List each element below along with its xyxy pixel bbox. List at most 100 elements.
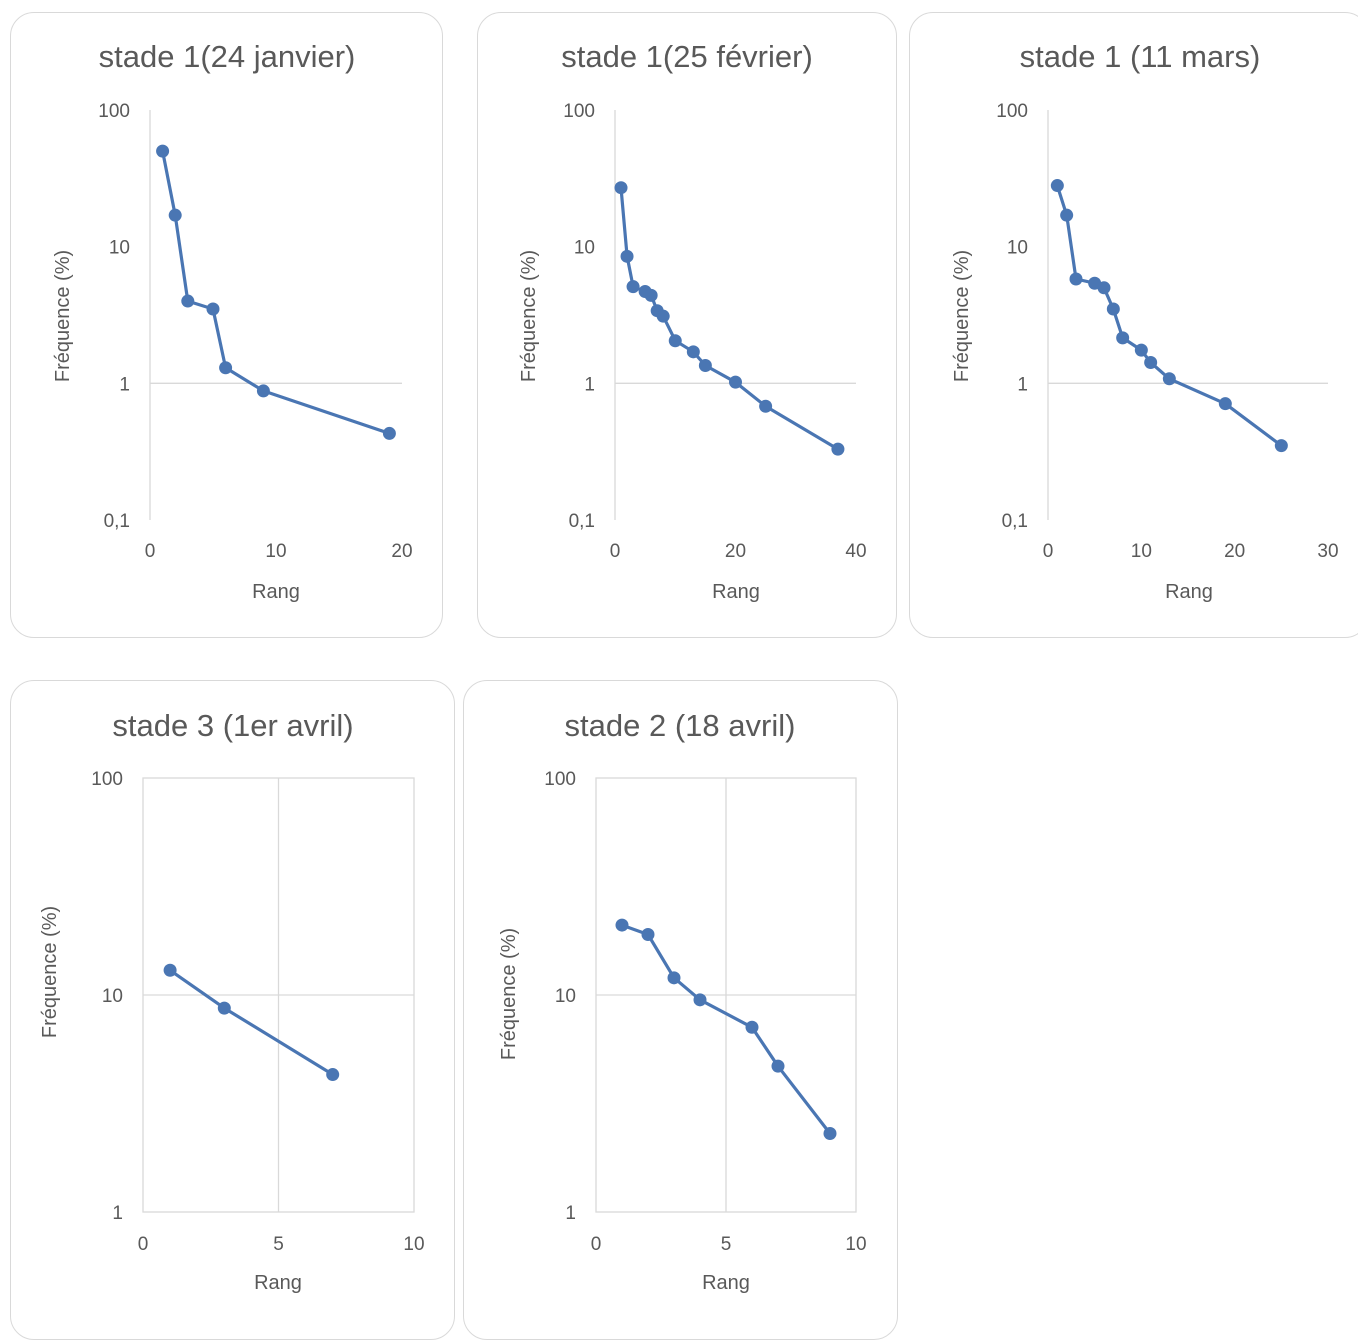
chart-card-stade1-janvier: stade 1(24 janvier) 0,1 1 10 100 0 10 20 Rang …: [10, 12, 443, 638]
data-point: [668, 971, 681, 984]
x-tick-label: 0: [138, 1234, 149, 1255]
y-tick-label: 0,1: [1002, 511, 1028, 532]
x-tick-label: 0: [591, 1234, 602, 1255]
y-tick-label: 1: [112, 1203, 123, 1224]
data-point: [1144, 356, 1157, 369]
x-axis-label: Rang: [252, 581, 300, 603]
data-point: [169, 209, 182, 222]
y-tick-label: 10: [109, 238, 130, 259]
x-tick-label: 20: [725, 541, 746, 562]
chart-title: stade 2 (18 avril): [565, 708, 796, 743]
y-tick-label: 100: [544, 769, 576, 790]
data-point: [642, 928, 655, 941]
x-tick-label: 10: [1131, 541, 1152, 562]
data-point: [657, 310, 670, 323]
y-axis-label: Fréquence (%): [498, 928, 520, 1060]
x-tick-label: 20: [391, 541, 412, 562]
chart-card-stade1-mars: stade 1 (11 mars) 0,1 1 10 100 0 10 20 30 Rang …: [909, 12, 1358, 638]
chart-svg: stade 2 (18 avril) 1 10 100 0 5 10 Rang Fréqu…: [464, 681, 899, 1341]
data-point: [219, 361, 232, 374]
y-tick-label: 100: [563, 101, 595, 122]
chart-card-stade3-avril: stade 3 (1er avril) 1 10 100 0 5 10 Rang Fréq…: [10, 680, 455, 1340]
data-point: [772, 1060, 785, 1073]
data-point: [746, 1021, 759, 1034]
data-point: [1060, 209, 1073, 222]
y-tick-label: 10: [102, 986, 123, 1007]
data-point: [1070, 272, 1083, 285]
data-point: [669, 334, 682, 347]
x-tick-label: 5: [273, 1234, 284, 1255]
data-point: [1051, 179, 1064, 192]
data-point: [824, 1127, 837, 1140]
data-point: [759, 400, 772, 413]
x-axis-label: Rang: [702, 1272, 750, 1294]
data-point: [1163, 372, 1176, 385]
y-tick-label: 0,1: [104, 511, 130, 532]
y-tick-label: 100: [98, 101, 130, 122]
series-line: [163, 151, 390, 433]
y-tick-label: 1: [584, 374, 595, 395]
series-line: [170, 970, 333, 1074]
data-point: [1098, 281, 1111, 294]
data-point: [1275, 439, 1288, 452]
chart-title: stade 1 (11 mars): [1020, 39, 1261, 74]
data-point: [694, 993, 707, 1006]
y-axis-label: Fréquence (%): [518, 250, 540, 382]
data-point: [687, 345, 700, 358]
plot-area: 0,1 1 10 100 0 20 40: [563, 101, 866, 562]
y-axis-label: Fréquence (%): [52, 250, 74, 382]
chart-svg: stade 3 (1er avril) 1 10 100 0 5 10 Rang Fréq…: [11, 681, 456, 1341]
data-point: [156, 145, 169, 158]
y-tick-label: 1: [119, 374, 130, 395]
data-point: [627, 280, 640, 293]
chart-title: stade 1(24 janvier): [99, 39, 356, 74]
y-tick-label: 100: [996, 101, 1028, 122]
y-tick-label: 100: [91, 769, 123, 790]
y-tick-label: 10: [1007, 238, 1028, 259]
x-tick-label: 5: [721, 1234, 732, 1255]
x-axis-label: Rang: [712, 581, 760, 603]
y-tick-label: 1: [1017, 374, 1028, 395]
data-point: [326, 1068, 339, 1081]
data-point: [616, 919, 629, 932]
series-line: [1057, 186, 1281, 446]
y-axis-label: Fréquence (%): [951, 250, 973, 382]
x-tick-label: 30: [1317, 541, 1338, 562]
y-axis-label: Fréquence (%): [39, 906, 61, 1038]
x-axis-label: Rang: [254, 1272, 302, 1294]
x-axis-label: Rang: [1165, 581, 1213, 603]
plot-area: 1 10 100 0 5 10: [91, 769, 424, 1255]
x-tick-label: 0: [145, 541, 156, 562]
x-tick-label: 10: [403, 1234, 424, 1255]
y-tick-label: 10: [555, 986, 576, 1007]
data-point: [1116, 331, 1129, 344]
data-point: [699, 359, 712, 372]
data-point: [1219, 397, 1232, 410]
x-tick-label: 40: [845, 541, 866, 562]
chart-title: stade 3 (1er avril): [112, 708, 353, 743]
data-point: [207, 302, 220, 315]
data-point: [831, 443, 844, 456]
chart-card-stade2-avril: stade 2 (18 avril) 1 10 100 0 5 10 Rang Fréqu…: [463, 680, 898, 1340]
data-point: [615, 181, 628, 194]
data-point: [645, 289, 658, 302]
y-tick-label: 1: [565, 1203, 576, 1224]
chart-card-stade1-fevrier: stade 1(25 février) 0,1 1 10 100 0 20 40 Rang …: [477, 12, 897, 638]
chart-title: stade 1(25 février): [561, 39, 813, 74]
data-point: [621, 250, 634, 263]
y-tick-label: 0,1: [569, 511, 595, 532]
plot-area: 0,1 1 10 100 0 10 20: [98, 101, 412, 562]
data-point: [218, 1002, 231, 1015]
series-line: [621, 188, 838, 449]
data-point: [1107, 302, 1120, 315]
data-point: [164, 964, 177, 977]
plot-area: 1 10 100 0 5 10: [544, 769, 866, 1255]
x-tick-label: 0: [610, 541, 621, 562]
x-tick-label: 20: [1224, 541, 1245, 562]
x-tick-label: 10: [265, 541, 286, 562]
data-point: [257, 384, 270, 397]
data-point: [1135, 344, 1148, 357]
